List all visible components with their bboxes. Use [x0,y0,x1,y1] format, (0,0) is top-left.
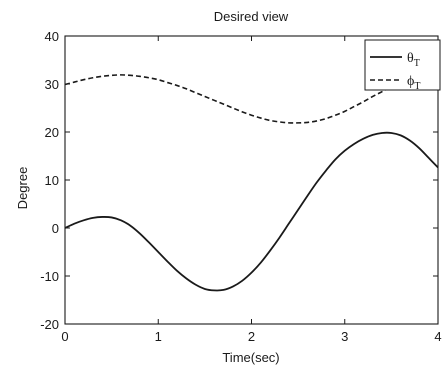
x-tick-label: 2 [248,329,255,344]
legend-theta-symbol: θ [407,51,414,66]
x-tick-label: 4 [434,329,441,344]
plot-series [64,65,439,292]
y-tick-label: 0 [52,221,59,236]
x-axis-label: Time(sec) [222,350,279,365]
legend-label-theta: θT [407,51,420,69]
legend-theta-sub: T [414,58,420,69]
x-tick-label: 3 [341,329,348,344]
legend-phi-symbol: ϕ [407,74,414,89]
legend-phi-sub: T [414,81,420,92]
y-tick-label: -10 [40,269,59,284]
y-axis-label: Degree [15,167,30,210]
x-tick-label: 1 [155,329,162,344]
legend-label-phi: ϕT [407,74,420,92]
x-tick-label: 0 [61,329,68,344]
y-tick-label: 40 [45,29,59,44]
y-tick-label: 20 [45,125,59,140]
y-tick-label: 30 [45,77,59,92]
chart-title: Desired view [214,9,289,24]
y-tick-label: -20 [40,317,59,332]
legend-box [364,39,441,91]
legend: θT ϕT [364,39,441,92]
y-tick-label: 10 [45,173,59,188]
series-line-phi [64,65,439,124]
series-line-theta [64,131,439,292]
